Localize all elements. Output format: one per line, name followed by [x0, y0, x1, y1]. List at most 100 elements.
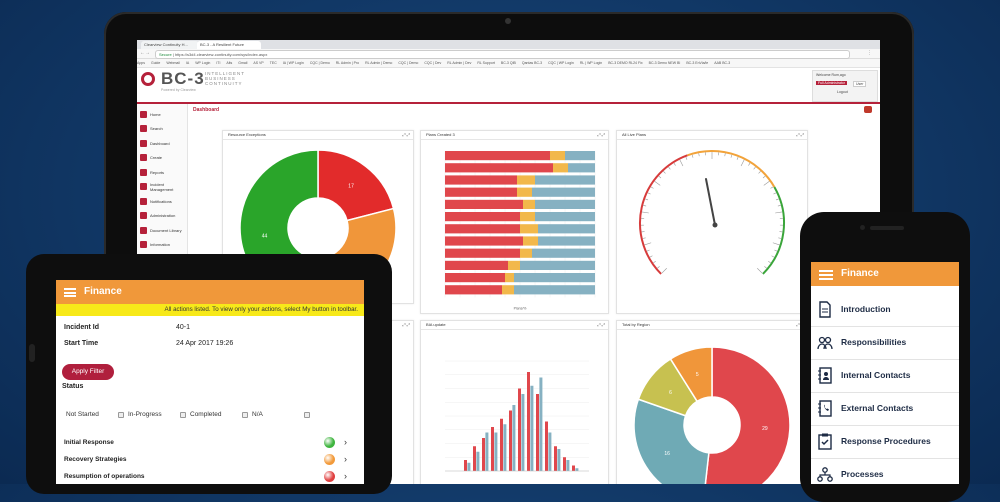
sidebar-item[interactable]: Document Library	[140, 224, 182, 236]
menu-item-response-procedures[interactable]: Response Procedures	[811, 425, 959, 459]
gauge-tick	[778, 205, 781, 206]
bookmark-item[interactable]: BC-3 DEMO RL24 Fix	[608, 61, 642, 65]
gauge-tick	[643, 238, 646, 239]
bookmark-item[interactable]: ITI	[216, 61, 220, 65]
user-button[interactable]: User	[853, 81, 866, 87]
phone-title: Finance	[841, 268, 879, 279]
chevron-right-icon[interactable]: ›	[344, 454, 347, 464]
gauge-tick	[692, 155, 693, 158]
bar-segment	[445, 285, 502, 294]
bookmark-item[interactable]: BC-3 Demo NEW BI	[649, 61, 681, 65]
panel-tools-icon[interactable]: ⤢ ⤢	[402, 321, 410, 329]
sidebar-item-label: Document Library	[150, 228, 182, 233]
bookmark-item[interactable]: RL | WP Login	[580, 61, 602, 65]
logout-link[interactable]: Logout	[837, 90, 848, 94]
menu-item-processes[interactable]: Processes	[811, 458, 959, 484]
gauge-tick	[768, 261, 770, 263]
bookmark-item[interactable]: Apps	[137, 61, 145, 65]
bar-segment	[535, 200, 595, 209]
bookmark-item[interactable]: RL Admin | Pro	[336, 61, 359, 65]
bookmark-item[interactable]: RL Support	[477, 61, 495, 65]
sidebar-item-label: Search	[150, 126, 163, 131]
bookmark-item[interactable]: WP Login	[195, 61, 210, 65]
browser-tab-active[interactable]: BC-3 - A Resilient Future	[197, 41, 261, 49]
sidebar-item[interactable]: Search	[140, 123, 163, 135]
row-recovery-strategies[interactable]: Recovery Strategies	[64, 456, 127, 463]
bar-segment	[520, 249, 532, 258]
bookmark-item[interactable]: Webmail	[166, 61, 180, 65]
sidebar-item[interactable]: Notifications	[140, 195, 172, 207]
gauge-tick	[650, 256, 653, 257]
bookmark-item[interactable]: CQC | WP Login	[548, 61, 574, 65]
sidebar-item-icon	[140, 241, 147, 248]
chevron-right-icon[interactable]: ›	[344, 437, 347, 447]
bookmark-item[interactable]: CQC | Dev	[424, 61, 441, 65]
sidebar-item-label: Home	[150, 112, 161, 117]
bookmark-item[interactable]: CQC | Demo	[398, 61, 418, 65]
bookmark-item[interactable]: CQC | Demo	[310, 61, 330, 65]
bookmark-item[interactable]: Alts	[226, 61, 232, 65]
checkbox-in-progress[interactable]	[180, 412, 186, 418]
sidebar-item[interactable]: Incident Management	[140, 181, 187, 193]
gauge-tick	[759, 171, 761, 173]
chevron-right-icon[interactable]: ›	[344, 471, 347, 481]
row-initial-response[interactable]: Initial Response	[64, 439, 114, 446]
menu-item-responsibilities[interactable]: Responsibilities	[811, 326, 959, 360]
apply-filter-button[interactable]: Apply Filter	[62, 364, 114, 380]
panel-tools-icon[interactable]: ⤢ ⤢	[597, 321, 605, 329]
sidebar-item[interactable]: Create	[140, 152, 162, 164]
menu-item-external-contacts[interactable]: External Contacts	[811, 392, 959, 426]
gauge-tick	[776, 199, 779, 200]
gauge-tick	[772, 256, 775, 257]
sidebar-item[interactable]: Home	[140, 108, 161, 120]
browser-menu-icon[interactable]: ⋮	[867, 50, 872, 56]
bookmark-item[interactable]: RL Admin | Dev	[447, 61, 471, 65]
sidebar-item[interactable]: Information	[140, 239, 170, 251]
panel-tools-icon[interactable]: ⤢ ⤢	[597, 131, 605, 139]
bookmark-item[interactable]: IA	[186, 61, 189, 65]
panel-bia-update: BIA update ⤢ ⤢	[420, 320, 609, 484]
panel-tools-icon[interactable]: ⤢ ⤢	[796, 131, 804, 139]
bookmark-item[interactable]: IA | WP Login	[283, 61, 304, 65]
checkbox-not-started[interactable]	[118, 412, 124, 418]
role-button[interactable]: Full Administrator	[816, 81, 847, 85]
hamburger-menu-icon[interactable]	[819, 270, 833, 280]
slice-label: 16	[664, 451, 670, 457]
browser-tab[interactable]: Clearview Continuity H...	[141, 41, 199, 49]
bookmark-item[interactable]: TEC	[270, 61, 277, 65]
menu-item-introduction[interactable]: Introduction	[811, 293, 959, 327]
bookmark-item[interactable]: Qantas BC-3	[522, 61, 542, 65]
bookmark-item[interactable]: AS VP	[253, 61, 263, 65]
hamburger-menu-icon[interactable]	[64, 288, 76, 297]
bookmark-item[interactable]: RL Admin | Demo	[365, 61, 392, 65]
panel-tools-icon[interactable]: ⤢ ⤢	[402, 131, 410, 139]
notifications-icon[interactable]	[864, 106, 872, 113]
checkbox-na[interactable]	[304, 412, 310, 418]
gauge-tick	[655, 181, 661, 185]
gauge-tick	[773, 243, 780, 245]
bookmark-item[interactable]: BC-3 EnVia/le	[686, 61, 708, 65]
nav-arrows-icon[interactable]: ←→	[140, 50, 150, 56]
row-resumption-of-operations[interactable]: Resumption of operations	[64, 473, 145, 480]
bookmark-item[interactable]: AAB BC-3	[714, 61, 730, 65]
gauge-tick	[653, 261, 655, 263]
checkbox-completed[interactable]	[242, 412, 248, 418]
url-field[interactable]: Secure | https://s3d4.clearview-continui…	[155, 50, 850, 59]
gauge-tick	[668, 167, 670, 169]
plans-created-chart: Plans/%	[425, 141, 605, 311]
sidebar-item[interactable]: Administration	[140, 210, 175, 222]
bar	[482, 438, 485, 471]
bookmark-item[interactable]: BC-3 QIB	[501, 61, 516, 65]
sidebar-item[interactable]: Dashboard	[140, 137, 170, 149]
bookmark-item[interactable]: Guide	[151, 61, 160, 65]
bookmark-item[interactable]: Gmail	[238, 61, 247, 65]
bar	[494, 433, 497, 472]
menu-item-label: Responsibilities	[841, 337, 906, 347]
bar-segment	[523, 200, 535, 209]
bar-segment	[517, 175, 535, 184]
menu-item-internal-contacts[interactable]: Internal Contacts	[811, 359, 959, 393]
gauge-tick	[764, 181, 770, 185]
breadcrumb[interactable]: Dashboard	[193, 107, 219, 113]
sidebar-item[interactable]: Reports	[140, 166, 164, 178]
